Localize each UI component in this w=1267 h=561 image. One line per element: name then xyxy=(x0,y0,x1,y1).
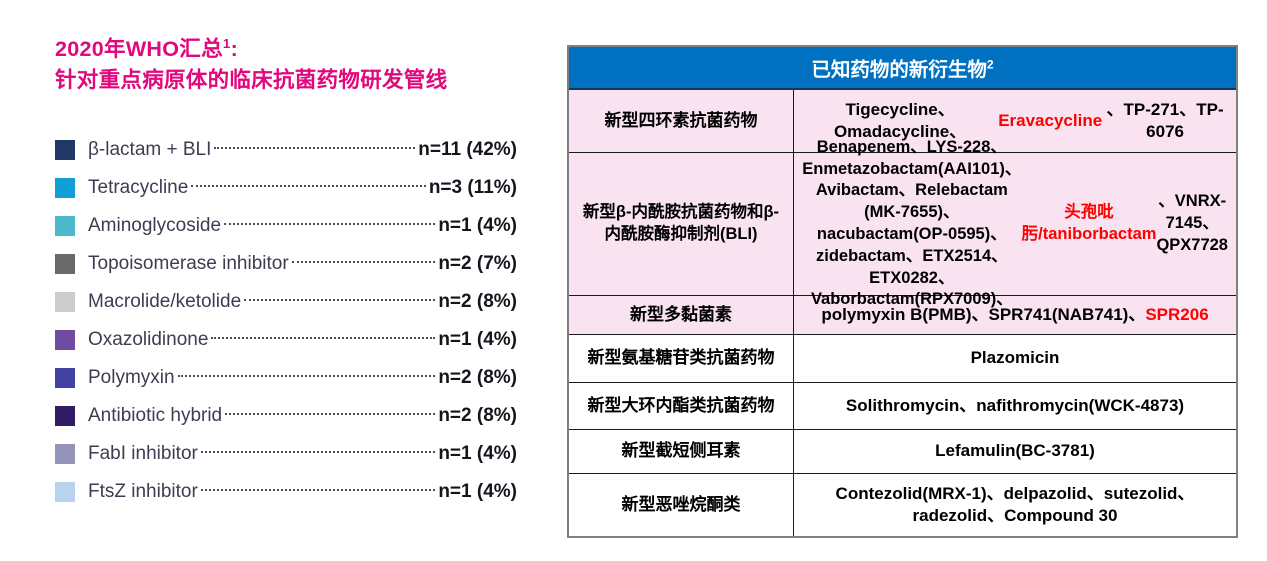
drugs-cell: polymyxin B(PMB)、SPR741(NAB741)、 SPR206 xyxy=(821,304,1209,324)
table-row-macrolides: 新型大环内酯类抗菌药物 Solithromycin、nafithromycin(… xyxy=(569,382,1236,429)
legend-value: n=2 (8%) xyxy=(438,405,517,427)
legend-dotted-leader xyxy=(224,222,436,225)
legend-dotted-leader xyxy=(177,374,436,377)
legend-label: Topoisomerase inhibitor xyxy=(88,253,289,275)
legend-color-swatch xyxy=(55,216,75,237)
legend-dotted-leader xyxy=(200,488,436,491)
table-row-beta-lactam-bli: 新型β-内酰胺抗菌药物和β-内酰胺酶抑制剂(BLI) Benapenem、LYS… xyxy=(569,137,1236,309)
legend-label: Tetracycline xyxy=(88,177,189,199)
category-cell: 新型恶唑烷酮类 xyxy=(569,474,794,536)
legend-value: n=11 (42%) xyxy=(418,139,517,161)
pipeline-legend: β-lactam + BLI n=11 (42%) Tetracycline n… xyxy=(55,131,517,511)
legend-color-swatch xyxy=(55,368,75,389)
legend-item-beta-lactam-bli: β-lactam + BLI n=11 (42%) xyxy=(55,131,517,169)
legend-color-swatch xyxy=(55,140,75,161)
category-cell: 新型β-内酰胺抗菌药物和β-内酰胺酶抑制剂(BLI) xyxy=(569,153,794,295)
derivatives-table: 已知药物的新衍生物2 新型四环素抗菌药物 Tigecycline、Omadacy… xyxy=(567,45,1238,538)
legend-item-ftsz-inhibitor: FtsZ inhibitor n=1 (4%) xyxy=(55,473,517,511)
legend-label: FtsZ inhibitor xyxy=(88,481,198,503)
legend-color-swatch xyxy=(55,254,75,275)
table-header-title: 已知药物的新衍生物2 xyxy=(811,57,994,81)
category-cell: 新型多黏菌素 xyxy=(569,296,794,334)
category-cell: 新型四环素抗菌药物 xyxy=(569,90,794,152)
drugs-cell: Contezolid(MRX-1)、delpazolid、sutezolid、r… xyxy=(835,483,1195,525)
legend-value: n=1 (4%) xyxy=(438,329,517,351)
legend-item-macrolide-ketolide: Macrolide/ketolide n=2 (8%) xyxy=(55,283,517,321)
legend-dotted-leader xyxy=(225,412,436,415)
legend-label: Macrolide/ketolide xyxy=(88,291,242,313)
left-panel: 2020年WHO汇总1: 针对重点病原体的临床抗菌药物研发管线 β-lactam… xyxy=(55,34,517,511)
category-cell: 新型截短侧耳素 xyxy=(569,430,794,473)
legend-value: n=1 (4%) xyxy=(438,443,517,465)
legend-dotted-leader xyxy=(244,298,436,301)
page-title: 2020年WHO汇总1: 针对重点病原体的临床抗菌药物研发管线 xyxy=(55,34,517,95)
title-line-2: 针对重点病原体的临床抗菌药物研发管线 xyxy=(55,67,448,92)
legend-label: Oxazolidinone xyxy=(88,329,209,351)
table-header: 已知药物的新衍生物2 xyxy=(569,47,1236,90)
legend-item-polymyxin: Polymyxin n=2 (8%) xyxy=(55,359,517,397)
legend-dotted-leader xyxy=(291,260,436,263)
legend-dotted-leader xyxy=(200,450,436,453)
drugs-cell: Benapenem、LYS-228、Enmetazobactam(AAI101)… xyxy=(802,137,1228,309)
category-cell: 新型大环内酯类抗菌药物 xyxy=(569,383,794,429)
legend-label: Antibiotic hybrid xyxy=(88,405,223,427)
legend-value: n=2 (7%) xyxy=(438,253,517,275)
drugs-cell: Tigecycline、Omadacycline、 Eravacycline 、TP… xyxy=(833,99,1224,141)
legend-color-swatch xyxy=(55,406,75,427)
legend-label: Aminoglycoside xyxy=(88,215,222,237)
legend-dotted-leader xyxy=(211,336,436,339)
legend-item-antibiotic-hybrid: Antibiotic hybrid n=2 (8%) xyxy=(55,397,517,435)
legend-value: n=3 (11%) xyxy=(428,177,517,199)
legend-dotted-leader xyxy=(214,146,416,149)
legend-value: n=2 (8%) xyxy=(438,367,517,389)
table-row-tetracyclines: 新型四环素抗菌药物 Tigecycline、Omadacycline、 Erava… xyxy=(569,90,1236,152)
drugs-cell: Solithromycin、nafithromycin(WCK-4873) xyxy=(845,395,1185,415)
drugs-cell: Plazomicin xyxy=(970,348,1060,368)
legend-label: β-lactam + BLI xyxy=(88,139,212,161)
legend-color-swatch xyxy=(55,178,75,199)
legend-label: FabI inhibitor xyxy=(88,443,198,465)
legend-value: n=1 (4%) xyxy=(438,215,517,237)
title-line-1: 2020年WHO汇总1: xyxy=(55,35,239,61)
legend-color-swatch xyxy=(55,482,75,503)
legend-item-tetracycline: Tetracycline n=3 (11%) xyxy=(55,169,517,207)
drugs-cell: Lefamulin(BC-3781) xyxy=(935,441,1095,461)
legend-color-swatch xyxy=(55,444,75,465)
legend-value: n=1 (4%) xyxy=(438,481,517,503)
table-row-polymyxins: 新型多黏菌素 polymyxin B(PMB)、SPR741(NAB741)、 S… xyxy=(569,295,1236,334)
legend-label: Polymyxin xyxy=(88,367,175,389)
legend-color-swatch xyxy=(55,292,75,313)
table-row-aminoglycosides: 新型氨基糖苷类抗菌药物 Plazomicin xyxy=(569,334,1236,382)
legend-item-aminoglycoside: Aminoglycoside n=1 (4%) xyxy=(55,207,517,245)
table-row-pleuromutilins: 新型截短侧耳素 Lefamulin(BC-3781) xyxy=(569,429,1236,473)
legend-item-oxazolidinone: Oxazolidinone n=1 (4%) xyxy=(55,321,517,359)
legend-color-swatch xyxy=(55,330,75,351)
legend-dotted-leader xyxy=(191,184,426,187)
legend-item-topoisomerase-inhibitor: Topoisomerase inhibitor n=2 (7%) xyxy=(55,245,517,283)
category-cell: 新型氨基糖苷类抗菌药物 xyxy=(569,335,794,382)
table-row-oxazolidinones: 新型恶唑烷酮类 Contezolid(MRX-1)、delpazolid、sut… xyxy=(569,473,1236,536)
legend-value: n=2 (8%) xyxy=(438,291,517,313)
legend-item-fabi-inhibitor: FabI inhibitor n=1 (4%) xyxy=(55,435,517,473)
